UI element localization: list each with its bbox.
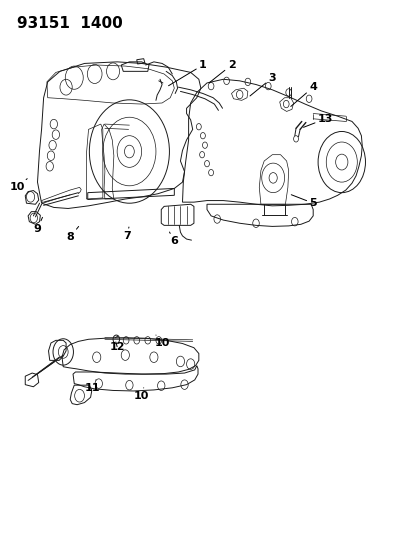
Text: 6: 6 [169, 232, 178, 246]
Text: 7: 7 [123, 227, 131, 241]
Text: 1: 1 [168, 60, 206, 86]
Text: 93151  1400: 93151 1400 [17, 16, 123, 31]
Text: 9: 9 [33, 217, 43, 233]
Text: 5: 5 [291, 195, 316, 208]
Text: 10: 10 [9, 179, 27, 192]
Text: 4: 4 [290, 82, 316, 107]
Text: 13: 13 [303, 114, 332, 127]
Text: 10: 10 [134, 388, 149, 401]
Text: 2: 2 [209, 60, 235, 83]
Text: 3: 3 [249, 72, 275, 96]
Text: 8: 8 [66, 227, 78, 242]
Text: 10: 10 [154, 335, 169, 348]
Text: 12: 12 [109, 342, 125, 352]
Text: 11: 11 [85, 380, 100, 393]
